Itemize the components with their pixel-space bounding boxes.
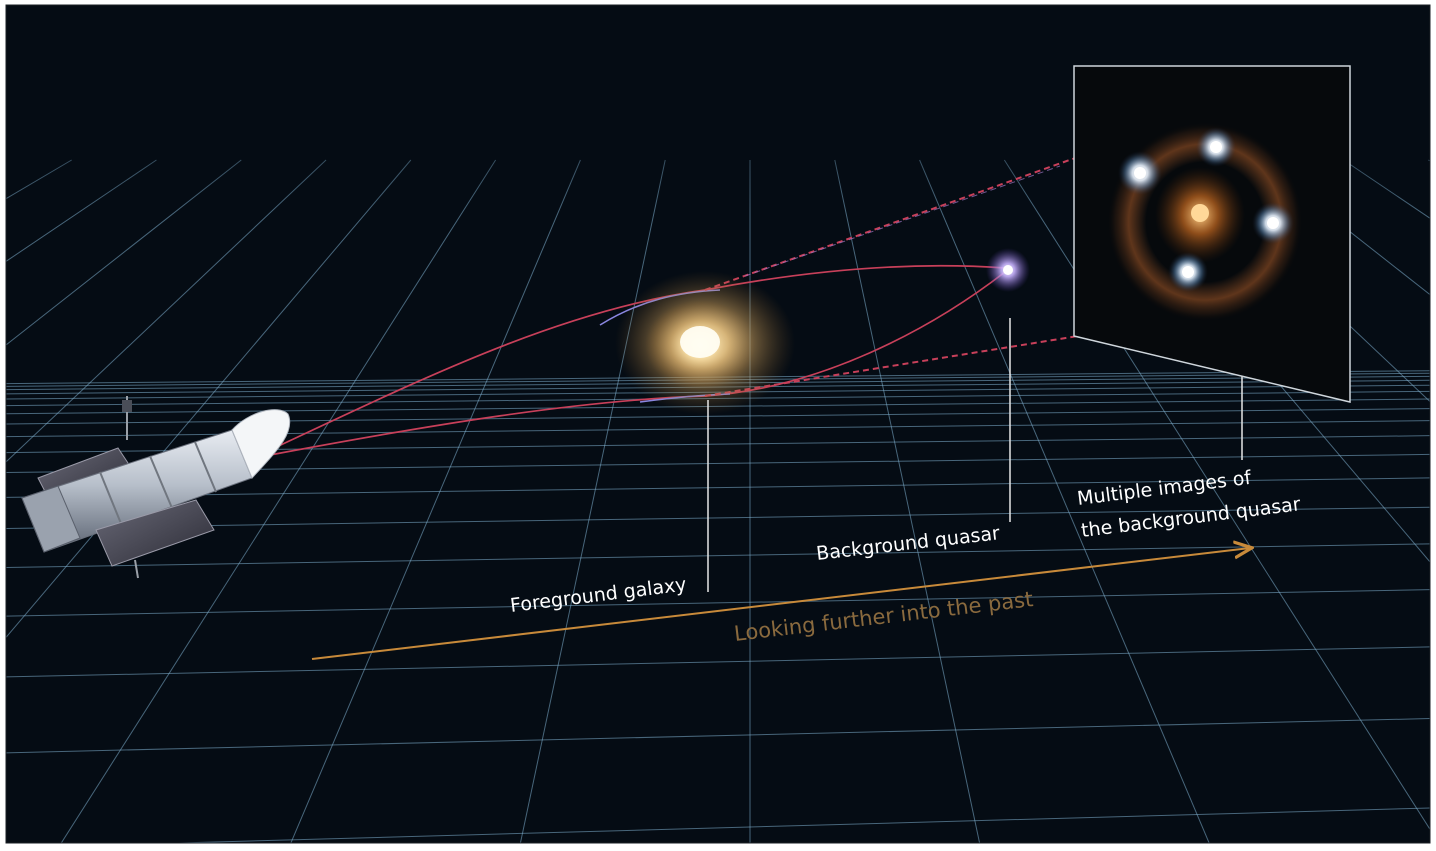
grid-row-line <box>6 408 1430 425</box>
grid-depth-line <box>1258 159 1430 296</box>
grid-depth-line <box>919 159 1210 843</box>
einstein-cross-image <box>1073 65 1351 403</box>
grid-row-line <box>160 807 1430 843</box>
image-border <box>5 4 1431 844</box>
grid-row-line <box>6 589 1430 617</box>
quasar-icon <box>986 248 1030 292</box>
grid-row-line <box>6 543 1430 568</box>
grid-depth-line <box>834 159 981 843</box>
apparent-path-upper-violet <box>744 165 1061 277</box>
lensing-galaxy-icon <box>615 271 795 415</box>
hubble-telescope-icon <box>21 396 291 579</box>
grid-depth-line <box>60 159 497 843</box>
grid-row-line <box>6 477 1430 498</box>
time-arrow <box>311 548 1250 660</box>
grid-row-line <box>6 646 1430 678</box>
apparent-path-upper <box>704 156 1079 291</box>
grid-depth-line <box>290 159 581 843</box>
grid-depth-line <box>519 159 666 843</box>
grid-row-line <box>6 718 1430 754</box>
grid-depth-line <box>6 159 242 346</box>
grid-row-line <box>6 506 1430 530</box>
grid-depth-line <box>6 159 327 463</box>
